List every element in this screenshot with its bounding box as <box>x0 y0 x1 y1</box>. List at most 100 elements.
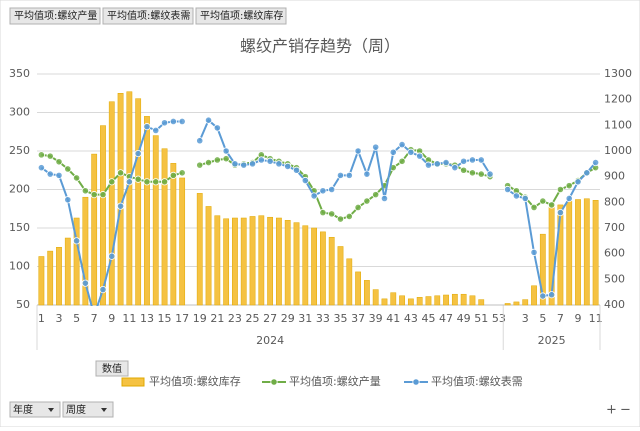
bar <box>170 163 177 306</box>
bar <box>311 227 317 306</box>
marker <box>468 169 477 177</box>
marker <box>178 169 186 177</box>
x-tick-label: 5 <box>73 312 80 325</box>
marker <box>116 202 125 210</box>
bar <box>513 301 520 306</box>
x-tick-label: 11 <box>589 312 603 325</box>
field-button[interactable] <box>195 7 287 25</box>
bar <box>38 256 45 306</box>
x-tick-label: 31 <box>298 312 312 325</box>
field-button-label[interactable]: 平均值项:螺纹产量 <box>14 9 97 22</box>
bar <box>249 216 256 306</box>
field-button[interactable] <box>9 7 101 25</box>
axis-button[interactable] <box>62 401 114 418</box>
bar <box>443 294 449 306</box>
marker <box>460 166 468 174</box>
y2-tick-label: 500 <box>604 272 625 285</box>
y-tick-label: 50 <box>16 298 30 311</box>
marker <box>380 194 389 203</box>
legend-swatch <box>412 378 420 386</box>
y-tick-label: 150 <box>9 221 30 234</box>
y2-tick-label: 1200 <box>604 93 632 106</box>
y-tick-label: 300 <box>9 106 30 119</box>
y2-tick-label: 700 <box>604 221 625 234</box>
marker <box>152 126 160 135</box>
bar <box>205 206 212 306</box>
x-tick-label: 19 <box>193 312 207 325</box>
field-button[interactable] <box>102 7 194 25</box>
value-button[interactable] <box>95 360 129 377</box>
marker <box>169 117 177 126</box>
marker <box>345 171 353 179</box>
bar <box>302 225 309 306</box>
bar <box>583 198 590 306</box>
x-tick-label: 29 <box>281 312 295 325</box>
marker <box>152 178 160 186</box>
bar <box>504 303 511 306</box>
x-tick-label: 1 <box>38 312 45 325</box>
bar <box>346 258 353 306</box>
y2-tick-label: 800 <box>604 195 625 208</box>
marker <box>143 178 151 186</box>
marker <box>231 160 239 168</box>
x-tick-label: 3 <box>55 312 62 325</box>
bar <box>82 196 89 306</box>
legend-label: 平均值项:螺纹表需 <box>431 374 523 388</box>
bar <box>135 98 142 306</box>
marker <box>99 285 107 294</box>
marker <box>257 156 265 164</box>
bar <box>478 299 485 306</box>
marker <box>486 170 494 178</box>
bar <box>284 220 291 306</box>
bar <box>196 193 203 306</box>
y2-tick-label: 600 <box>604 247 625 260</box>
group-label: 2024 <box>256 334 284 347</box>
marker <box>354 203 362 212</box>
marker <box>583 169 591 177</box>
marker <box>160 119 169 127</box>
bar <box>223 218 230 306</box>
marker <box>178 117 186 126</box>
marker <box>372 191 380 199</box>
marker <box>336 171 345 179</box>
x-tick-label: 3 <box>522 312 529 325</box>
x-tick-label: 27 <box>263 312 277 325</box>
marker <box>72 237 81 245</box>
value-button-label[interactable]: 数值 <box>102 362 122 375</box>
marker <box>64 165 72 173</box>
field-button-label[interactable]: 平均值项:螺纹表需 <box>107 9 190 22</box>
x-tick-label: 49 <box>457 312 471 325</box>
bar <box>73 217 80 306</box>
bar <box>531 285 537 306</box>
axis-button-label[interactable]: 周度 <box>66 403 86 416</box>
x-tick-label: 9 <box>108 312 115 325</box>
marker <box>442 158 450 167</box>
marker <box>266 157 274 165</box>
marker <box>46 170 54 178</box>
bar <box>390 292 397 306</box>
marker <box>548 201 556 209</box>
bar <box>56 247 62 306</box>
bar <box>276 217 282 306</box>
axis-button[interactable] <box>9 401 61 418</box>
marker <box>460 157 468 165</box>
marker <box>275 160 283 168</box>
axis-button-label[interactable]: 年度 <box>13 403 33 416</box>
marker <box>240 161 248 169</box>
marker <box>345 212 353 221</box>
marker <box>433 160 441 168</box>
bar <box>355 271 361 306</box>
marker <box>99 191 107 199</box>
dropdown-icon[interactable] <box>101 408 107 412</box>
dropdown-icon[interactable] <box>48 408 54 412</box>
x-tick-label: 17 <box>175 312 189 325</box>
zoom-in[interactable]: + <box>606 403 617 418</box>
zoom-out[interactable]: − <box>620 403 631 418</box>
x-tick-label: 15 <box>158 312 172 325</box>
marker <box>336 215 345 223</box>
legend-label: 平均值项:螺纹产量 <box>289 374 381 388</box>
bar <box>469 295 476 306</box>
field-button-label[interactable]: 平均值项:螺纹库存 <box>200 9 283 22</box>
x-tick-label: 7 <box>557 312 564 325</box>
marker <box>512 192 521 200</box>
